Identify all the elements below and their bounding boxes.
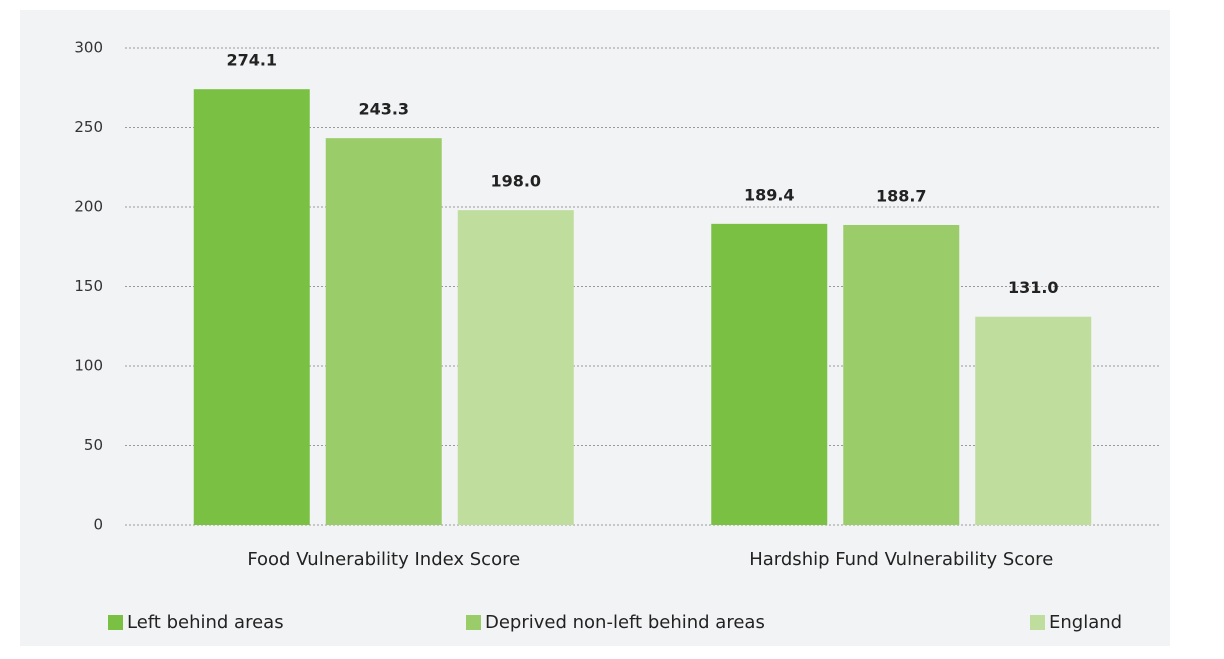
x-tick-label: Hardship Fund Vulnerability Score (749, 549, 1053, 570)
y-tick-label: 0 (93, 516, 103, 534)
value-label: 198.0 (490, 172, 541, 191)
x-tick-label: Food Vulnerability Index Score (247, 549, 520, 570)
y-tick-label: 150 (74, 277, 103, 295)
bar (711, 223, 828, 525)
value-label: 188.7 (876, 186, 927, 205)
legend-swatch (466, 615, 481, 630)
legend-swatch (108, 615, 123, 630)
y-tick-label: 50 (84, 436, 103, 454)
bar (457, 210, 574, 525)
legend-swatch (1030, 615, 1045, 630)
bar (193, 89, 310, 525)
legend-label: England (1049, 612, 1122, 633)
value-label: 243.3 (358, 100, 409, 119)
legend-label: Left behind areas (127, 612, 284, 633)
value-label: 131.0 (1008, 278, 1059, 297)
y-tick-label: 200 (74, 198, 103, 216)
y-tick-label: 300 (74, 39, 103, 57)
value-label: 274.1 (226, 51, 277, 70)
value-label: 189.4 (744, 185, 795, 204)
legend-label: Deprived non-left behind areas (485, 612, 765, 633)
bar (975, 316, 1092, 525)
bar (843, 224, 960, 526)
y-tick-label: 100 (74, 357, 103, 375)
bar (325, 138, 442, 525)
y-tick-label: 250 (74, 118, 103, 136)
